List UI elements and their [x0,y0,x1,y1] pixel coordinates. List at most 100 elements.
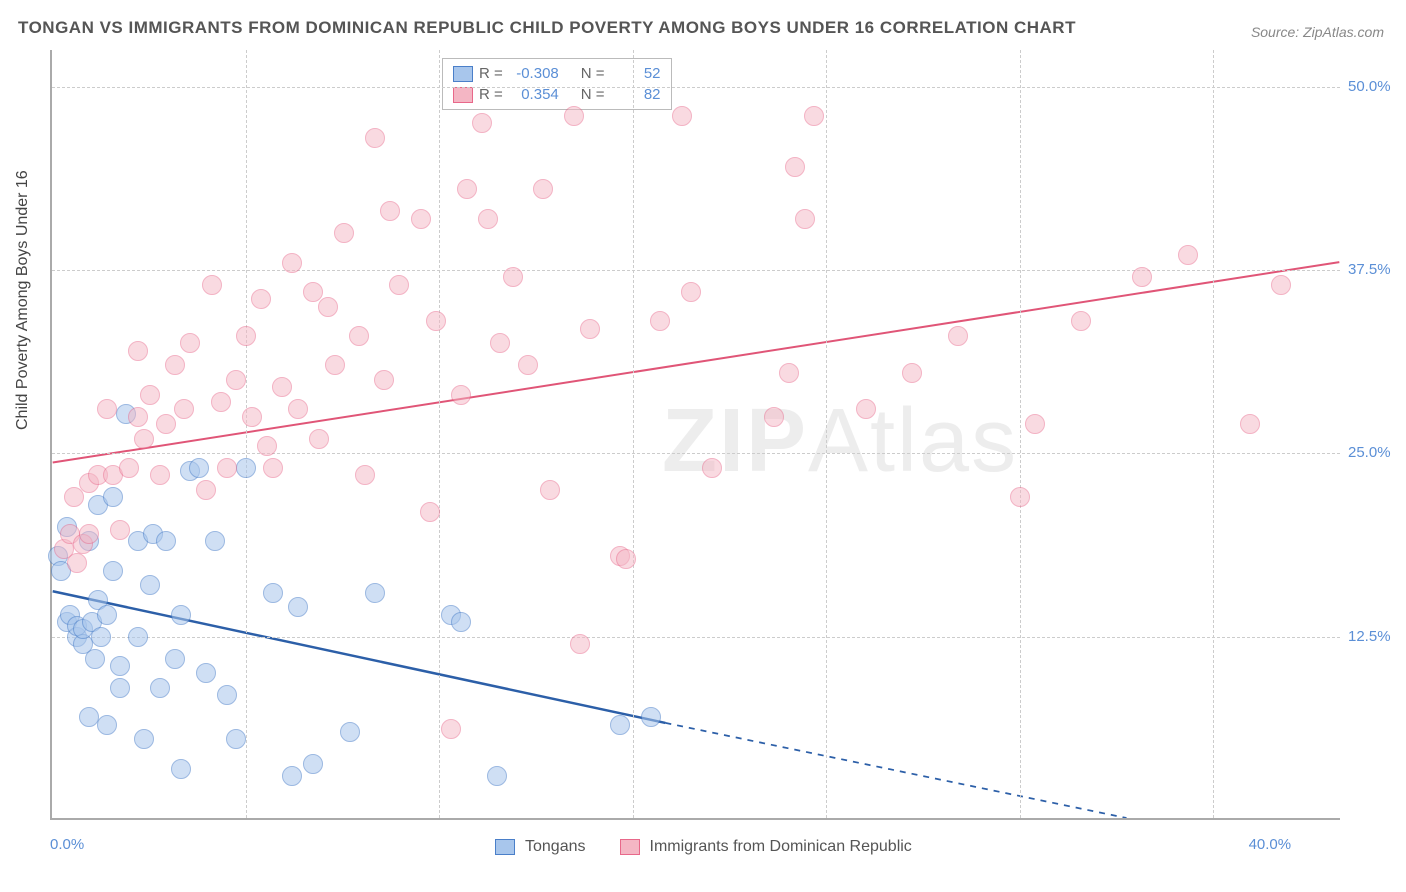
scatter-point [1071,311,1091,331]
scatter-point [564,106,584,126]
scatter-point [570,634,590,654]
scatter-point [795,209,815,229]
scatter-point [340,722,360,742]
scatter-point [334,223,354,243]
scatter-point [365,128,385,148]
gridline-v [439,50,440,818]
legend-swatch-dominican [453,87,473,103]
scatter-point [128,341,148,361]
scatter-point [242,407,262,427]
scatter-point [374,370,394,390]
scatter-point [251,289,271,309]
scatter-point [171,605,191,625]
scatter-point [540,480,560,500]
legend-bottom-swatch-dominican [620,839,640,855]
legend-top: R = -0.308 N = 52 R = 0.354 N = 82 [442,58,672,110]
plot-area: ZIPAtlas R = -0.308 N = 52 R = 0.354 N =… [50,50,1340,820]
scatter-point [64,487,84,507]
scatter-point [948,326,968,346]
scatter-point [150,465,170,485]
scatter-point [128,407,148,427]
scatter-point [217,458,237,478]
scatter-point [134,429,154,449]
scatter-point [533,179,553,199]
scatter-point [478,209,498,229]
scatter-point [487,766,507,786]
scatter-point [288,597,308,617]
scatter-point [156,414,176,434]
legend-bottom: Tongans Immigrants from Dominican Republ… [495,838,912,856]
scatter-point [174,399,194,419]
y-tick-label: 37.5% [1348,261,1391,278]
scatter-point [411,209,431,229]
gridline-v [246,50,247,818]
chart-title: TONGAN VS IMMIGRANTS FROM DOMINICAN REPU… [18,18,1076,38]
scatter-point [1010,487,1030,507]
scatter-point [1178,245,1198,265]
scatter-point [236,326,256,346]
legend-bottom-label-tongans: Tongans [525,838,586,856]
y-axis-label: Child Poverty Among Boys Under 16 [14,170,32,430]
gridline-v [826,50,827,818]
y-tick-label: 25.0% [1348,444,1391,461]
gridline-v [1213,50,1214,818]
legend-bottom-label-dominican: Immigrants from Dominican Republic [650,838,912,856]
scatter-point [91,627,111,647]
scatter-point [263,458,283,478]
legend-r-label: R = [479,65,503,82]
scatter-point [1240,414,1260,434]
scatter-point [180,333,200,353]
legend-r-label-2: R = [479,86,503,103]
scatter-point [196,663,216,683]
scatter-point [355,465,375,485]
scatter-point [672,106,692,126]
scatter-point [764,407,784,427]
gridline-v [1020,50,1021,818]
scatter-point [97,399,117,419]
scatter-point [309,429,329,449]
scatter-point [303,754,323,774]
scatter-point [365,583,385,603]
scatter-point [380,201,400,221]
scatter-point [171,759,191,779]
y-tick-label: 50.0% [1348,78,1391,95]
legend-top-row-1: R = -0.308 N = 52 [453,63,661,84]
watermark-zip: ZIP [662,391,808,491]
scatter-point [85,649,105,669]
scatter-point [441,719,461,739]
scatter-point [226,729,246,749]
scatter-point [804,106,824,126]
scatter-point [580,319,600,339]
scatter-point [110,656,130,676]
scatter-point [282,253,302,273]
scatter-point [1025,414,1045,434]
scatter-point [318,297,338,317]
scatter-point [1271,275,1291,295]
scatter-point [389,275,409,295]
scatter-point [110,678,130,698]
scatter-point [236,458,256,478]
scatter-point [140,575,160,595]
legend-swatch-tongans [453,66,473,82]
scatter-point [650,311,670,331]
scatter-point [779,363,799,383]
scatter-point [156,531,176,551]
scatter-point [641,707,661,727]
scatter-point [165,649,185,669]
x-tick-label: 40.0% [1249,836,1292,853]
scatter-point [451,385,471,405]
legend-r-val-1: -0.308 [509,65,559,82]
scatter-point [263,583,283,603]
scatter-point [420,502,440,522]
scatter-point [451,612,471,632]
scatter-point [272,377,292,397]
scatter-point [134,729,154,749]
scatter-point [217,685,237,705]
scatter-point [226,370,246,390]
scatter-point [702,458,722,478]
scatter-point [457,179,477,199]
scatter-point [189,458,209,478]
scatter-point [472,113,492,133]
scatter-point [902,363,922,383]
scatter-point [503,267,523,287]
